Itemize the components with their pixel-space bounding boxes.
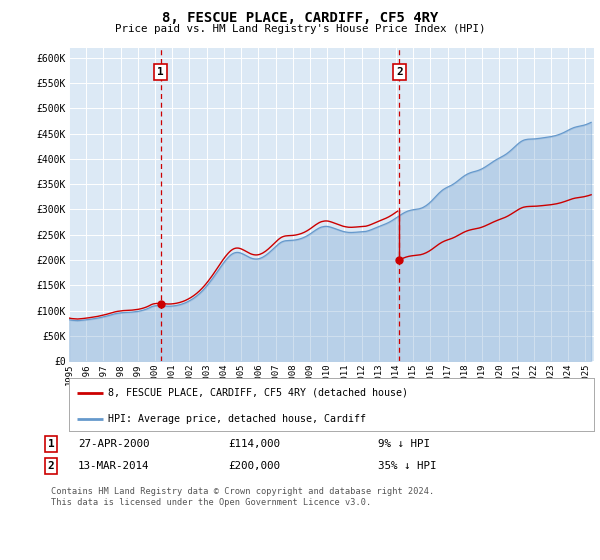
Text: 9% ↓ HPI: 9% ↓ HPI xyxy=(378,439,430,449)
Text: 13-MAR-2014: 13-MAR-2014 xyxy=(78,461,149,471)
Text: 35% ↓ HPI: 35% ↓ HPI xyxy=(378,461,437,471)
Text: 1: 1 xyxy=(157,67,164,77)
Text: £114,000: £114,000 xyxy=(228,439,280,449)
Text: 27-APR-2000: 27-APR-2000 xyxy=(78,439,149,449)
Text: 2: 2 xyxy=(47,461,55,471)
Text: 1: 1 xyxy=(47,439,55,449)
Text: Price paid vs. HM Land Registry's House Price Index (HPI): Price paid vs. HM Land Registry's House … xyxy=(115,24,485,34)
Text: HPI: Average price, detached house, Cardiff: HPI: Average price, detached house, Card… xyxy=(109,414,367,424)
Text: £200,000: £200,000 xyxy=(228,461,280,471)
Text: Contains HM Land Registry data © Crown copyright and database right 2024.
This d: Contains HM Land Registry data © Crown c… xyxy=(51,487,434,507)
Text: 8, FESCUE PLACE, CARDIFF, CF5 4RY: 8, FESCUE PLACE, CARDIFF, CF5 4RY xyxy=(162,11,438,25)
Text: 2: 2 xyxy=(396,67,403,77)
Text: 8, FESCUE PLACE, CARDIFF, CF5 4RY (detached house): 8, FESCUE PLACE, CARDIFF, CF5 4RY (detac… xyxy=(109,388,409,398)
